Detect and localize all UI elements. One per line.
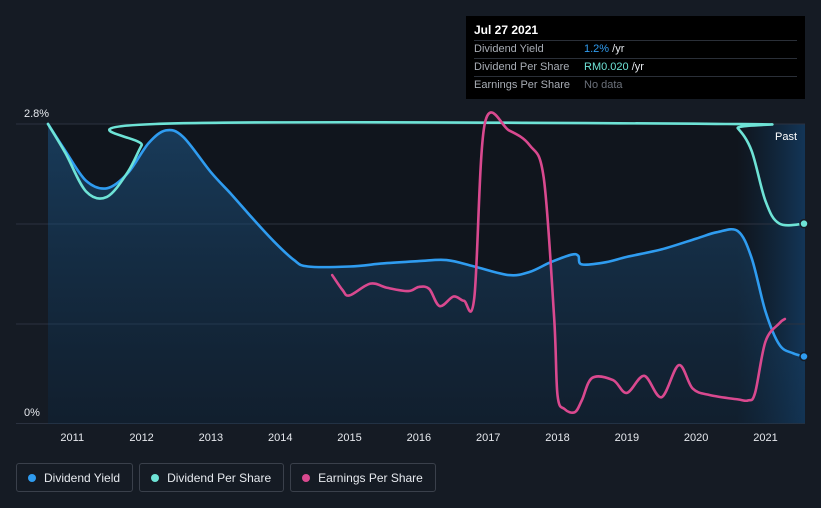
- legend-dot-icon: [302, 473, 311, 482]
- y-label-bottom: 0%: [24, 407, 40, 419]
- x-tick-label: 2012: [129, 432, 153, 444]
- tooltip-row-dividend-per-share: Dividend Per Share RM0.020 /yr: [474, 58, 797, 76]
- x-tick-label: 2017: [476, 432, 500, 444]
- legend-label: Dividend Yield: [44, 470, 121, 485]
- tooltip-value: RM0.020: [584, 61, 629, 73]
- legend-dot-icon: [28, 473, 36, 482]
- x-tick-label: 2020: [684, 432, 708, 444]
- legend-dot-icon: [151, 473, 160, 482]
- x-tick-label: 2013: [199, 432, 223, 444]
- hover-tooltip: Jul 27 2021 Dividend Yield 1.2% /yr Divi…: [466, 16, 805, 99]
- x-tick-label: 2019: [615, 432, 639, 444]
- x-tick-label: 2015: [337, 432, 361, 444]
- dividend-yield-end-marker: [799, 351, 809, 362]
- legend-label: Dividend Per Share: [167, 470, 272, 485]
- tooltip-date: Jul 27 2021: [474, 23, 539, 37]
- tooltip-value: 1.2%: [584, 43, 610, 55]
- dividend-yield-area: [48, 124, 805, 424]
- yield-area-layer: [48, 124, 805, 424]
- tooltip-row-earnings-per-share: Earnings Per Share No data: [474, 76, 797, 94]
- tooltip-label: Dividend Yield: [474, 43, 544, 55]
- tooltip-row-dividend-yield: Dividend Yield 1.2% /yr: [474, 40, 797, 58]
- tooltip-value-wrap: No data: [584, 77, 623, 94]
- tooltip-value: No data: [584, 79, 623, 91]
- earnings-per-share-line: [330, 111, 787, 414]
- x-tick-label: 2021: [753, 432, 777, 444]
- dividend-per-share-end-marker: [799, 218, 809, 229]
- dividend-yield-line: [46, 122, 807, 358]
- chart-legend: Dividend Yield Dividend Per Share Earnin…: [16, 463, 436, 492]
- dividend-per-share-line: [46, 120, 807, 227]
- x-tick-label: 2018: [545, 432, 569, 444]
- past-label: Past: [775, 131, 797, 143]
- series-lines-layer: [46, 111, 807, 414]
- tooltip-value-wrap: 1.2% /yr: [584, 41, 624, 58]
- legend-item-earnings-per-share[interactable]: Earnings Per Share: [290, 463, 436, 492]
- y-label-top: 2.8%: [24, 108, 49, 120]
- legend-item-dividend-yield[interactable]: Dividend Yield: [16, 463, 134, 492]
- end-markers-layer: [799, 218, 809, 362]
- x-tick-label: 2014: [268, 432, 292, 444]
- x-axis-ticks: 2011 2012 2013 2014 2015 2016 2017 2018 2019 2020…: [60, 432, 777, 444]
- tooltip-label: Earnings Per Share: [474, 79, 570, 91]
- tooltip-unit: /yr: [628, 61, 644, 73]
- legend-item-dividend-per-share[interactable]: Dividend Per Share: [139, 463, 285, 492]
- tooltip-label: Dividend Per Share: [474, 61, 570, 73]
- legend-label: Earnings Per Share: [318, 470, 423, 485]
- tooltip-unit: /yr: [609, 43, 625, 55]
- tooltip-value-wrap: RM0.020 /yr: [584, 59, 644, 76]
- x-tick-label: 2011: [60, 432, 84, 444]
- x-tick-label: 2016: [407, 432, 431, 444]
